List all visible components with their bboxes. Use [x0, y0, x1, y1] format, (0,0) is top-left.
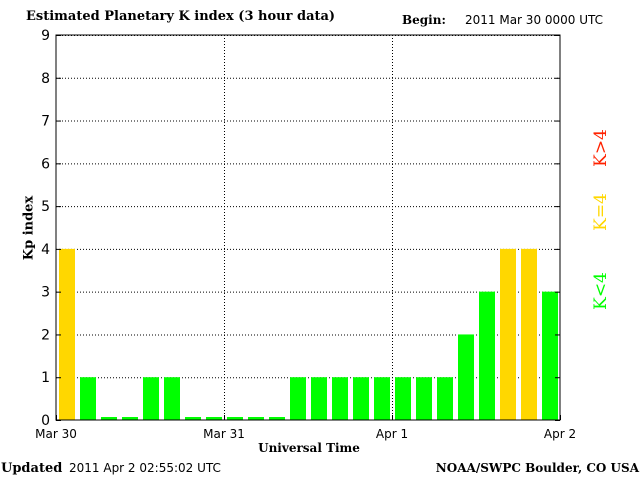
kp-bar	[395, 377, 411, 420]
kp-bar	[59, 248, 75, 420]
kp-bar	[521, 248, 537, 420]
kp-bar	[227, 417, 243, 420]
y-tick-label: 6	[41, 156, 50, 172]
x-ticks: Mar 30 Mar 31 Apr 1 Apr 2	[35, 415, 576, 441]
y-tick-label: 4	[41, 242, 50, 258]
x-tick-label: Mar 30	[35, 427, 77, 441]
bars-group	[59, 248, 558, 420]
begin-value: 2011 Mar 30 0000 UTC	[465, 13, 604, 27]
y-tick-label: 0	[41, 413, 50, 429]
kp-bar	[269, 417, 285, 420]
chart-title: Estimated Planetary K index (3 hour data…	[26, 9, 336, 24]
updated-label: Updated	[1, 461, 63, 476]
kp-bar	[122, 417, 138, 420]
kp-bar	[332, 377, 348, 420]
kp-bar	[206, 417, 222, 420]
y-tick-label: 3	[41, 285, 50, 301]
kp-bar	[542, 291, 558, 420]
y-tick-label: 9	[41, 28, 50, 44]
kp-bar	[248, 417, 264, 420]
kp-bar	[80, 377, 96, 420]
kp-bar	[143, 377, 159, 420]
y-ticks: 0 1 2 3 4 5 6 7 8 9	[41, 28, 560, 429]
kp-bar	[311, 377, 327, 420]
kp-bar	[416, 377, 432, 420]
x-tick-label: Apr 2	[544, 427, 576, 441]
kp-bar	[458, 334, 474, 420]
begin-label: Begin:	[402, 13, 446, 27]
kp-bar	[290, 377, 306, 420]
legend-k-above-4: K>4	[590, 129, 611, 167]
y-tick-label: 7	[41, 114, 50, 130]
kp-bar	[185, 417, 201, 420]
y-tick-label: 8	[41, 71, 50, 87]
y-axis-label: Kp index	[21, 195, 37, 261]
legend-k-equal-4: K=4	[590, 193, 611, 231]
kp-bar	[500, 248, 516, 420]
plot-frame	[55, 34, 561, 421]
legend-k-below-4: K<4	[590, 272, 611, 310]
organization-credit: NOAA/SWPC Boulder, CO USA	[435, 461, 639, 475]
kp-bar	[437, 377, 453, 420]
x-tick-label: Apr 1	[376, 427, 408, 441]
kp-bar	[101, 417, 117, 420]
kp-bar	[164, 377, 180, 420]
updated-value: 2011 Apr 2 02:55:02 UTC	[69, 461, 221, 475]
y-tick-label: 1	[41, 370, 50, 386]
y-tick-label: 5	[41, 199, 50, 215]
kp-bar	[374, 377, 390, 420]
kp-bar	[479, 291, 495, 420]
x-axis-label: Universal Time	[258, 441, 360, 455]
y-tick-label: 2	[41, 327, 50, 343]
x-tick-label: Mar 31	[203, 427, 245, 441]
kp-bar	[353, 377, 369, 420]
